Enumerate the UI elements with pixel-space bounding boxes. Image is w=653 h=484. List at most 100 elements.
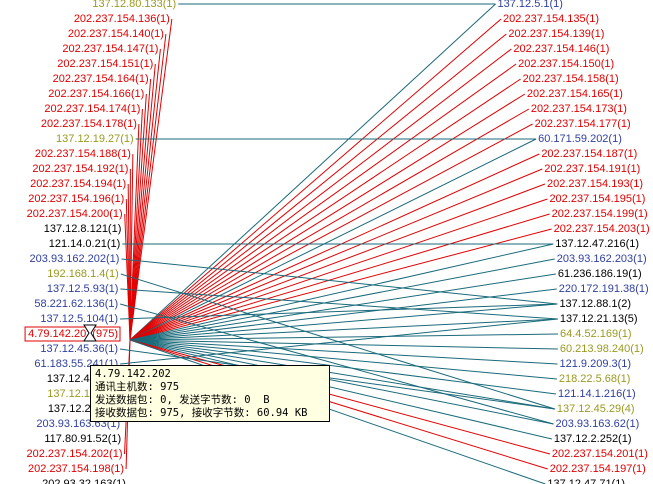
host-label: 137.12.88.1(2) [559,298,631,310]
host-label: 202.237.154.147(1) [62,43,158,55]
host-label: 117.80.91.52(1) [44,433,121,445]
host-label: 202.237.154.173(1) [531,103,627,115]
host-label: 203.93.162.203(1) [557,253,647,265]
host-label: 202.237.154.178(1) [41,118,137,130]
edge [129,339,551,455]
edge [129,339,558,365]
host-label: 4.79.142.202(975) [28,328,118,340]
edge [129,93,147,341]
edge [129,288,557,341]
edge [129,339,546,484]
host-label: 202.237.154.136(1) [74,13,170,25]
host-label: 202.237.154.135(1) [503,13,599,25]
host-label: 202.237.154.139(1) [508,28,604,40]
edge [129,33,507,341]
host-label: 202.237.154.165(1) [527,88,623,100]
tooltip: 4.79.142.202 通讯主机数: 975 发送数据包: 0, 发送字节数: 0… [90,365,330,422]
host-label: 60.171.59.202(1) [538,133,622,145]
host-label: 203.93.163.62(1) [555,418,639,430]
host-label: 137.12.80.133(1) [92,0,176,10]
selected-box [24,326,121,342]
host-label: 121.9.209.3(1) [560,358,632,370]
edge [129,3,496,341]
edge [129,339,558,350]
edge [129,48,161,341]
edge [129,123,533,341]
host-label: 121.14.0.21(1) [49,238,121,250]
host-label: 202.237.154.188(1) [35,148,131,160]
edge [129,258,555,341]
edge [129,78,152,341]
host-label: 137.12.5.93(1) [47,283,119,295]
host-label: 202.237.154.200(1) [27,208,123,220]
edge [121,258,558,305]
edge [129,18,173,341]
host-label: 202.237.154.158(1) [523,73,619,85]
host-label: 220.172.191.38(1) [559,283,649,295]
host-label: 192.168.1.4(1) [47,268,119,280]
edge [129,339,555,410]
host-label: 64.4.52.169(1) [560,328,632,340]
cursor [83,324,97,342]
host-label: 202.237.154.164(1) [53,73,149,85]
edge [129,183,546,341]
edge [129,168,543,341]
edge [129,339,557,380]
edge [129,138,537,341]
edge [129,339,554,425]
host-label: 202.237.154.146(1) [513,43,609,55]
edge [129,198,548,341]
host-label: 202.237.154.193(1) [547,178,643,190]
host-label: 202.237.154.194(1) [30,178,126,190]
tooltip-line: 通讯主机数: 975 [95,381,180,393]
host-label: 137.12.19.27(1) [56,133,134,145]
edge [129,18,502,341]
host-label: 202.237.154.174(1) [44,103,140,115]
host-label: 202.237.154.191(1) [544,163,640,175]
host-label: 202.237.154.203(1) [554,223,650,235]
edge [129,153,540,341]
host-label: 202.237.154.201(1) [552,448,648,460]
host-label: 60.213.98.240(1) [560,343,644,355]
host-label: 218.22.5.68(1) [559,373,631,385]
edge [120,303,558,320]
edge [129,339,557,395]
host-label: 137.12.5.104(1) [40,313,118,325]
host-label: 202.237.154.166(1) [48,88,144,100]
host-label: 137.12.21.13(5) [560,313,638,325]
host-label: 202.237.154.151(1) [57,58,153,70]
edge [120,303,554,425]
edge [129,93,526,341]
host-label: 202.93.32.163(1) [42,478,126,484]
host-label: 137.12.2.252(1) [554,433,632,445]
edge [129,243,554,341]
edge [120,273,556,410]
edge [129,303,558,341]
host-label: 202.237.154.199(1) [552,208,648,220]
edge [129,108,530,341]
host-label: 202.237.154.140(1) [68,28,164,40]
edge [129,333,559,341]
tooltip-line: 4.79.142.202 [95,368,171,380]
host-label: 202.237.154.177(1) [535,118,631,130]
tooltip-line: 接收数据包: 975, 接收字节数: 60.94 KB [95,407,308,419]
edge [129,63,517,341]
edge [129,63,156,341]
host-label: 137.12.47.216(1) [555,238,639,250]
edge [129,48,512,341]
host-label: 137.12.5.1(1) [498,0,563,10]
host-label: 121.14.1.216(1) [558,388,636,400]
host-label: 137.12.8.121(1) [44,223,122,235]
host-label: 137.12.45.29(4) [557,403,635,415]
edge [129,123,140,341]
edge [120,288,558,320]
edge [129,78,521,341]
host-label: 202.237.154.198(1) [28,463,124,475]
host-label: 202.237.154.196(1) [28,193,124,205]
edge [129,339,548,470]
host-label: 137.12.45.36(1) [40,343,118,355]
edge [129,273,556,341]
host-label: 202.237.154.187(1) [541,148,637,160]
